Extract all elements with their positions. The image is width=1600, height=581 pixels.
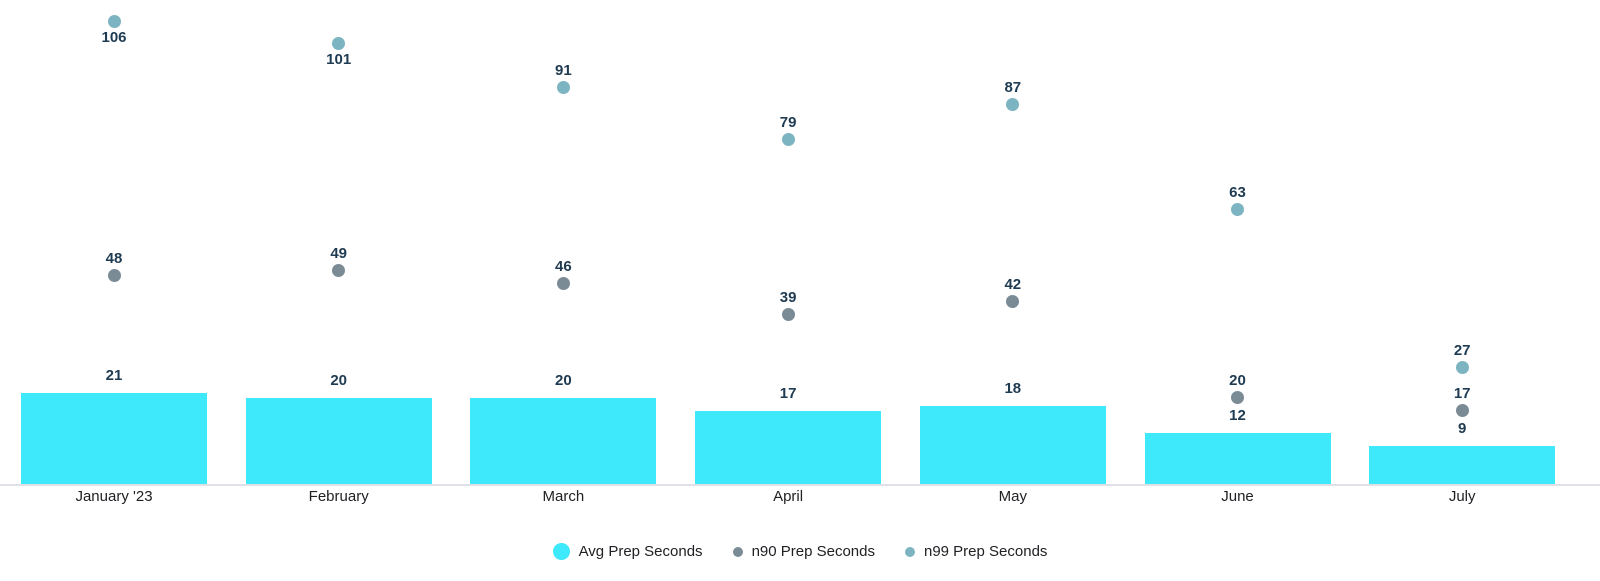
bar-july[interactable] — [1369, 445, 1556, 485]
n90-value-label-january-23: 48 — [105, 249, 123, 267]
n99-value-label-may: 87 — [1004, 79, 1022, 97]
legend: Avg Prep Seconds n90 Prep Seconds n99 Pr… — [0, 543, 1600, 560]
n90-value-label-march: 46 — [555, 258, 572, 276]
n90-value-label-july: 17 — [1453, 385, 1471, 403]
n90-dot-june[interactable] — [1231, 391, 1244, 405]
x-axis-label-june: June — [1221, 488, 1254, 505]
bar-value-label-march: 20 — [555, 371, 572, 389]
legend-item-n90-prep-seconds: n90 Prep Seconds — [732, 543, 875, 560]
x-axis-label-july: July — [1448, 488, 1476, 505]
x-axis-label-february: February — [308, 488, 369, 505]
bar-april[interactable] — [695, 410, 882, 485]
n90-value-label-may: 42 — [1004, 275, 1022, 293]
n90-value-label-april: 39 — [779, 289, 797, 307]
n90-dot-april[interactable] — [781, 308, 795, 322]
n90-dot-february[interactable] — [332, 264, 346, 278]
n99-value-label-june: 63 — [1229, 184, 1246, 202]
n90-value-label-june: 20 — [1229, 372, 1246, 390]
bar-may[interactable] — [919, 406, 1106, 485]
x-axis-label-may: May — [998, 488, 1027, 505]
n90-value-label-february: 49 — [330, 245, 348, 263]
bar-value-label-january-23: 21 — [105, 367, 123, 385]
n99-dot-june[interactable] — [1231, 203, 1244, 217]
x-axis-label-january-23: January '23 — [75, 488, 153, 505]
legend-label-n99: n99 Prep Seconds — [923, 543, 1048, 560]
bar-january-23[interactable] — [21, 393, 207, 485]
n99-value-label-february: 101 — [326, 51, 352, 69]
bar-march[interactable] — [470, 397, 657, 485]
bar-june[interactable] — [1144, 432, 1331, 485]
n99-dot-february[interactable] — [332, 37, 346, 51]
n90-dot-january-23[interactable] — [107, 268, 121, 282]
n99-value-label-january-23: 106 — [101, 29, 127, 47]
legend-label-avg: Avg Prep Seconds — [578, 543, 703, 560]
n90-dot-may[interactable] — [1006, 294, 1020, 308]
n99-dot-may[interactable] — [1006, 98, 1020, 112]
bar-value-label-may: 18 — [1004, 380, 1022, 398]
legend-label-n90: n90 Prep Seconds — [751, 543, 875, 560]
x-axis-label-march: March — [542, 488, 585, 505]
x-axis-label-april: April — [773, 488, 804, 505]
n99-value-label-april: 79 — [779, 114, 797, 132]
n99-value-label-july: 27 — [1453, 341, 1471, 359]
bar-february[interactable] — [245, 397, 432, 485]
n99-dot-january-23[interactable] — [107, 15, 121, 29]
n99-dot-march[interactable] — [556, 80, 570, 94]
n90-prep-seconds-swatch-icon — [732, 546, 743, 557]
n99-dot-april[interactable] — [781, 133, 795, 147]
legend-item-avg-prep-seconds: Avg Prep Seconds — [552, 543, 703, 560]
n99-dot-july[interactable] — [1455, 360, 1469, 374]
n99-prep-seconds-swatch-icon — [904, 546, 915, 557]
n99-value-label-march: 91 — [555, 61, 572, 79]
bar-value-label-july: 9 — [1458, 419, 1467, 437]
bar-value-label-february: 20 — [330, 371, 348, 389]
x-axis-line — [0, 484, 1600, 486]
n90-dot-july[interactable] — [1455, 404, 1469, 418]
bar-value-label-april: 17 — [779, 384, 797, 402]
bar-value-label-june: 12 — [1229, 406, 1246, 424]
avg-prep-seconds-swatch-icon — [552, 543, 570, 560]
legend-item-n99-prep-seconds: n99 Prep Seconds — [904, 543, 1048, 560]
n90-dot-march[interactable] — [556, 277, 570, 291]
